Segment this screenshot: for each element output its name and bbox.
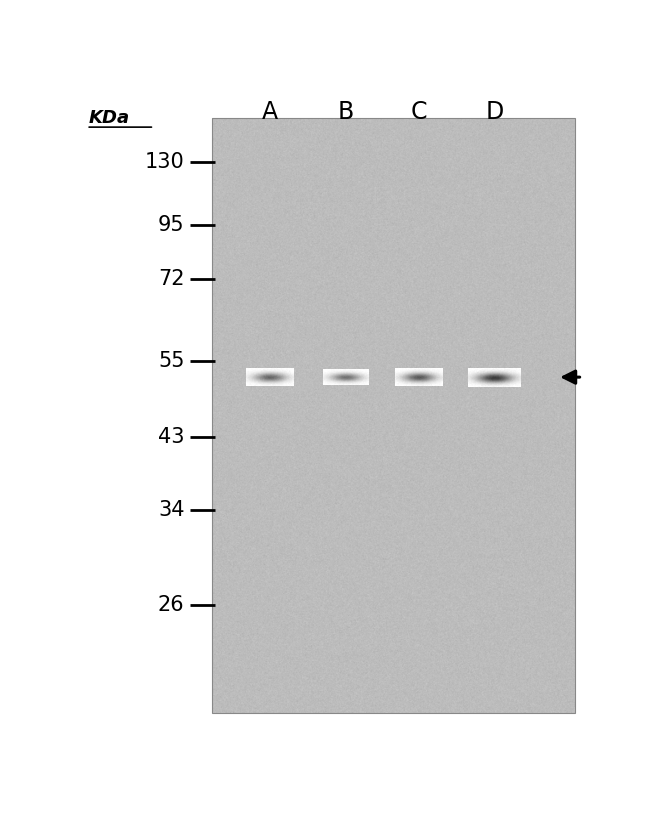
Bar bbox=[212, 118, 575, 713]
Text: 43: 43 bbox=[158, 427, 185, 447]
Text: 95: 95 bbox=[158, 215, 185, 235]
Text: KDa: KDa bbox=[88, 109, 129, 127]
Text: 72: 72 bbox=[158, 269, 185, 289]
Text: C: C bbox=[411, 100, 427, 124]
Text: 26: 26 bbox=[158, 595, 185, 615]
Text: B: B bbox=[337, 100, 354, 124]
Text: 130: 130 bbox=[145, 152, 185, 172]
Text: 55: 55 bbox=[158, 351, 185, 372]
Text: D: D bbox=[485, 100, 504, 124]
Text: 34: 34 bbox=[158, 500, 185, 520]
Text: A: A bbox=[262, 100, 278, 124]
